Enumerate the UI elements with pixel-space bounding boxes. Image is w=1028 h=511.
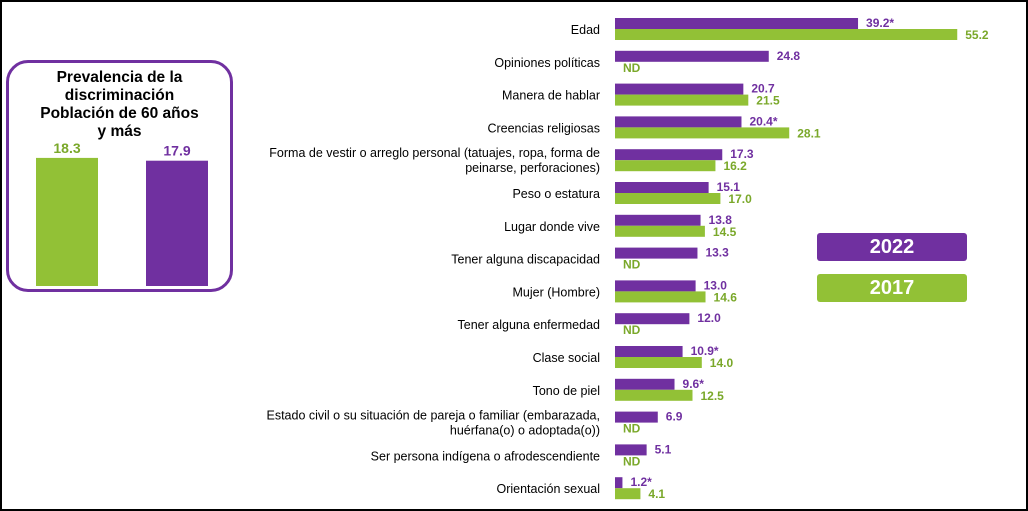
category-label-line: Forma de vestir o arreglo personal (tatu…	[269, 146, 600, 160]
bar-2022	[615, 83, 744, 95]
bar-2017	[615, 160, 716, 172]
data-label-2022: 10.9*	[691, 344, 719, 358]
category-label: Lugar donde vive	[504, 220, 600, 234]
data-label-2017-nd: ND	[623, 61, 641, 75]
data-label-2017: 28.1	[797, 126, 821, 140]
data-label-2017: 14.0	[710, 356, 734, 370]
data-label-2022: 24.8	[777, 49, 801, 63]
data-label-2017-nd: ND	[623, 422, 641, 436]
data-label-2017-nd: ND	[623, 454, 641, 468]
category-label: Estado civil o su situación de pareja o …	[266, 409, 600, 438]
data-label-2017: 17.0	[728, 192, 752, 206]
bar-2017	[615, 225, 705, 237]
bar-2017	[615, 94, 749, 106]
category-label-line: Estado civil o su situación de pareja o …	[266, 409, 600, 423]
bar-2022	[615, 346, 683, 357]
bar-2022	[615, 182, 709, 193]
bar-2022	[615, 18, 859, 29]
prevalence-title-line-3: Población de 60 años	[40, 105, 199, 122]
bar-2017	[615, 291, 706, 303]
category-label: Ser persona indígena o afrodescendiente	[371, 449, 600, 463]
data-label-2022: 9.6*	[683, 377, 705, 391]
bar-2017	[615, 389, 693, 401]
bar-2022	[615, 149, 723, 161]
category-label-line: huérfana(o) o adoptada(o))	[450, 424, 600, 438]
legend-2017: 2017	[817, 274, 967, 302]
data-label-2022: 13.3	[705, 246, 729, 260]
data-label-2022: 1.2*	[630, 475, 652, 489]
bar-2022	[615, 411, 658, 423]
bar-2022	[615, 116, 742, 128]
category-label: Edad	[571, 23, 600, 37]
data-label-2017-nd: ND	[623, 258, 641, 272]
category-label-line: peinarse, perforaciones)	[465, 161, 600, 175]
data-label-2017: 12.5	[701, 389, 725, 403]
legend-2022: 2022	[817, 233, 967, 261]
data-label-2017: 21.5	[756, 94, 780, 108]
prevalence-title-line-1: Prevalencia de la	[56, 69, 183, 86]
prevalence-panel: 18.3 17.9 Prevalencia de la discriminació…	[6, 60, 233, 292]
data-label-2022: 15.1	[717, 180, 741, 194]
prevalence-bar-2017	[36, 157, 98, 286]
bar-2022	[615, 280, 696, 292]
prevalence-value-2017: 18.3	[53, 140, 80, 156]
bar-2022	[615, 50, 769, 62]
category-label: Clase social	[533, 351, 600, 365]
prevalence-bar-2022	[146, 160, 208, 286]
data-label-2022: 13.0	[704, 278, 728, 292]
data-label-2022: 12.0	[697, 311, 721, 325]
data-label-2017-nd: ND	[623, 323, 641, 337]
bar-2022	[615, 477, 623, 489]
data-label-2022: 13.8	[709, 213, 733, 227]
data-label-2017: 14.6	[714, 290, 738, 304]
data-label-2017: 16.2	[723, 159, 747, 173]
data-label-2022: 20.7	[751, 82, 775, 96]
bar-2017	[615, 488, 641, 500]
data-label-2022: 5.1	[655, 442, 672, 456]
category-label: Tono de piel	[533, 384, 600, 398]
category-label: Orientación sexual	[496, 482, 600, 496]
bar-2022	[615, 214, 701, 226]
category-label: Forma de vestir o arreglo personal (tatu…	[269, 146, 600, 175]
data-label-2017: 4.1	[648, 487, 665, 501]
data-label-2017: 55.2	[965, 28, 989, 42]
data-label-2022: 17.3	[730, 147, 754, 161]
prevalence-bar-chart: 18.3 17.9	[36, 140, 208, 286]
category-label: Creencias religiosas	[487, 121, 600, 135]
prevalence-title-line-4: y más	[97, 123, 142, 140]
bar-2017	[615, 357, 702, 368]
category-label: Manera de hablar	[502, 89, 600, 103]
category-label: Opiniones políticas	[494, 56, 600, 70]
prevalence-title-line-2: discriminación	[64, 87, 175, 104]
prevalence-title: Prevalencia de la discriminación Poblaci…	[19, 69, 220, 141]
bar-2022	[615, 247, 698, 259]
bar-2022	[615, 444, 647, 456]
data-label-2017: 14.5	[713, 225, 737, 239]
bar-2017	[615, 193, 721, 204]
prevalence-value-2022: 17.9	[163, 143, 190, 159]
category-label: Tener alguna discapacidad	[451, 253, 600, 267]
data-label-2022: 20.4*	[749, 114, 777, 128]
category-label: Tener alguna enfermedad	[458, 318, 601, 332]
category-label: Peso o estatura	[512, 187, 600, 201]
data-label-2022: 6.9	[666, 410, 683, 424]
bar-2022	[615, 378, 675, 390]
bar-2022	[615, 313, 690, 325]
bar-2017	[615, 29, 958, 40]
category-label: Mujer (Hombre)	[512, 285, 600, 299]
data-label-2022: 39.2*	[866, 16, 894, 30]
bar-2017	[615, 127, 790, 139]
